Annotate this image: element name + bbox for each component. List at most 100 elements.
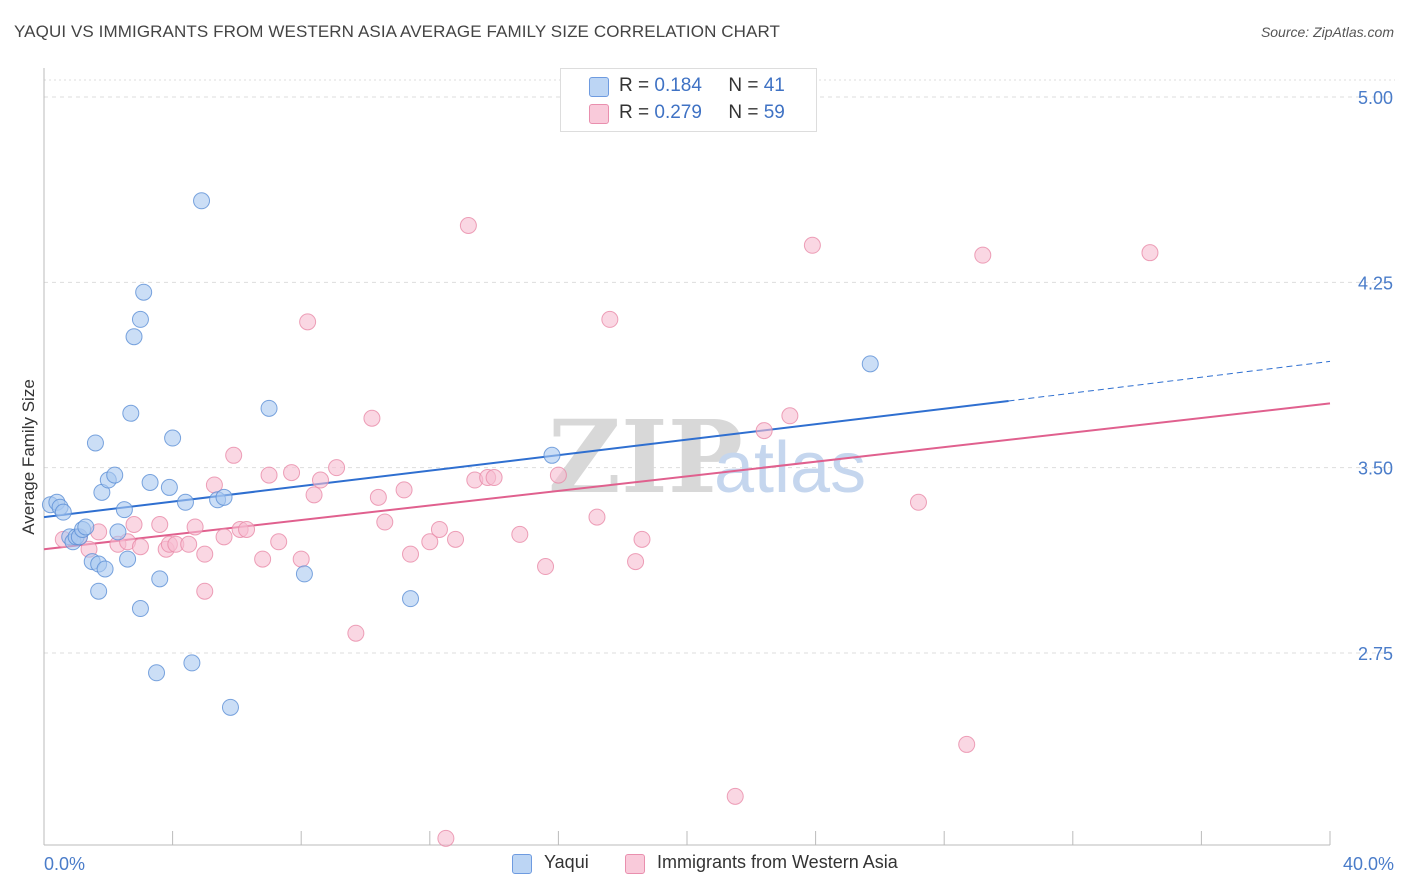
yaqui-trend-line <box>43 399 1009 519</box>
yaqui-point-38 <box>295 565 313 583</box>
western-asia-point-6 <box>125 516 143 534</box>
western-asia-point-57 <box>196 545 214 563</box>
western-asia-point-19 <box>238 520 256 538</box>
yaqui-point-31 <box>176 493 194 511</box>
legend-swatch-western-asia <box>589 104 609 124</box>
western-asia-point-52 <box>909 493 927 511</box>
western-asia-point-7 <box>131 538 149 556</box>
y-tick-label: 3.50 <box>1358 459 1393 479</box>
western-asia-point-27 <box>328 459 346 477</box>
yaqui-point-26 <box>141 473 159 491</box>
western-asia-point-53 <box>958 735 976 753</box>
yaqui-point-11 <box>86 434 104 452</box>
western-asia-point-14 <box>196 582 214 600</box>
yaqui-point-3 <box>54 503 72 521</box>
western-asia-point-30 <box>369 488 387 506</box>
western-asia-point-26 <box>311 471 329 489</box>
x-tick-label: 0.0% <box>44 854 85 874</box>
source-credit: Source: ZipAtlas.com <box>1260 24 1394 40</box>
data-points <box>41 192 1159 847</box>
y-tick-label: 5.00 <box>1358 88 1393 108</box>
western-asia-point-54 <box>974 246 992 264</box>
western-asia-point-55 <box>1141 244 1159 262</box>
trend-lines <box>43 360 1331 551</box>
yaqui-point-20 <box>119 550 137 568</box>
western-asia-point-31 <box>376 513 394 531</box>
yaqui-point-28 <box>151 570 169 588</box>
western-asia-point-49 <box>755 422 773 440</box>
y-tick-label: 4.25 <box>1358 273 1393 293</box>
western-asia-point-51 <box>803 236 821 254</box>
legend-r-value-yaqui: 0.184 <box>654 75 702 96</box>
yaqui-point-29 <box>160 478 178 496</box>
western-asia-point-35 <box>430 520 448 538</box>
yaqui-point-9 <box>77 518 95 536</box>
yaqui-point-33 <box>193 192 211 210</box>
western-asia-point-24 <box>292 550 310 568</box>
western-asia-point-41 <box>511 525 529 543</box>
western-asia-point-40 <box>485 469 503 487</box>
yaqui-point-18 <box>109 523 127 541</box>
watermark: ZIP atlas <box>548 398 866 516</box>
x-tick-label: 40.0% <box>1343 854 1394 874</box>
yaqui-point-39 <box>402 590 420 608</box>
yaqui-trend-extension <box>1008 360 1331 402</box>
western-asia-point-42 <box>537 558 555 576</box>
yaqui-point-32 <box>183 654 201 672</box>
western-asia-point-37 <box>459 216 477 234</box>
yaqui-point-15 <box>96 560 114 578</box>
legend-n-label: N = <box>728 102 759 123</box>
western-asia-point-12 <box>180 535 198 553</box>
yaqui-point-25 <box>135 283 153 301</box>
yaqui-point-36 <box>221 698 239 716</box>
yaqui-point-19 <box>115 501 133 519</box>
western-asia-point-28 <box>347 624 365 642</box>
yaqui-point-22 <box>125 328 143 346</box>
yaqui-point-24 <box>131 600 149 618</box>
legend-r-value-western-asia: 0.279 <box>654 102 702 123</box>
legend-swatch-yaqui <box>589 77 609 97</box>
western-asia-point-56 <box>437 829 455 847</box>
yaqui-point-27 <box>148 664 166 682</box>
bottom-legend-label-western-asia: Immigrants from Western Asia <box>657 852 898 872</box>
bottom-legend-swatch-yaqui <box>512 854 532 874</box>
legend-n-value-western-asia: 59 <box>763 102 785 123</box>
western-asia-point-22 <box>270 533 288 551</box>
western-asia-point-34 <box>421 533 439 551</box>
chart-title: YAQUI VS IMMIGRANTS FROM WESTERN ASIA AV… <box>14 22 781 41</box>
western-asia-point-25 <box>305 486 323 504</box>
bottom-legend-swatch-western-asia <box>625 854 645 874</box>
watermark-atlas: atlas <box>714 428 866 508</box>
axis-labels: 2.75 3.50 4.25 5.00 0.0% 40.0% Average Family … <box>19 88 1394 874</box>
western-asia-point-48 <box>726 787 744 805</box>
western-asia-point-20 <box>254 550 272 568</box>
yaqui-point-30 <box>164 429 182 447</box>
legend-r-label: R = <box>619 102 650 123</box>
western-asia-trend-line <box>43 402 1331 551</box>
legend-n-value-yaqui: 41 <box>763 75 785 96</box>
bottom-legend-label-yaqui: Yaqui <box>544 852 589 872</box>
grid-lines <box>44 79 1395 654</box>
y-tick-label: 2.75 <box>1358 644 1393 664</box>
western-asia-point-47 <box>633 530 651 548</box>
western-asia-point-16 <box>215 528 233 546</box>
watermark-zip: ZIP <box>548 398 743 516</box>
yaqui-point-23 <box>131 310 149 328</box>
western-asia-point-8 <box>151 516 169 534</box>
western-asia-point-45 <box>601 310 619 328</box>
western-asia-point-17 <box>225 446 243 464</box>
western-asia-point-32 <box>395 481 413 499</box>
yaqui-point-41 <box>861 355 879 373</box>
western-asia-point-23 <box>283 464 301 482</box>
western-asia-point-36 <box>447 530 465 548</box>
western-asia-point-13 <box>186 518 204 536</box>
western-asia-point-33 <box>402 545 420 563</box>
yaqui-point-17 <box>106 466 124 484</box>
western-asia-point-46 <box>627 553 645 571</box>
western-asia-point-29 <box>363 409 381 427</box>
yaqui-point-40 <box>543 446 561 464</box>
legend-r-label: R = <box>619 75 650 96</box>
western-asia-point-43 <box>549 466 567 484</box>
legend-n-label: N = <box>728 75 759 96</box>
